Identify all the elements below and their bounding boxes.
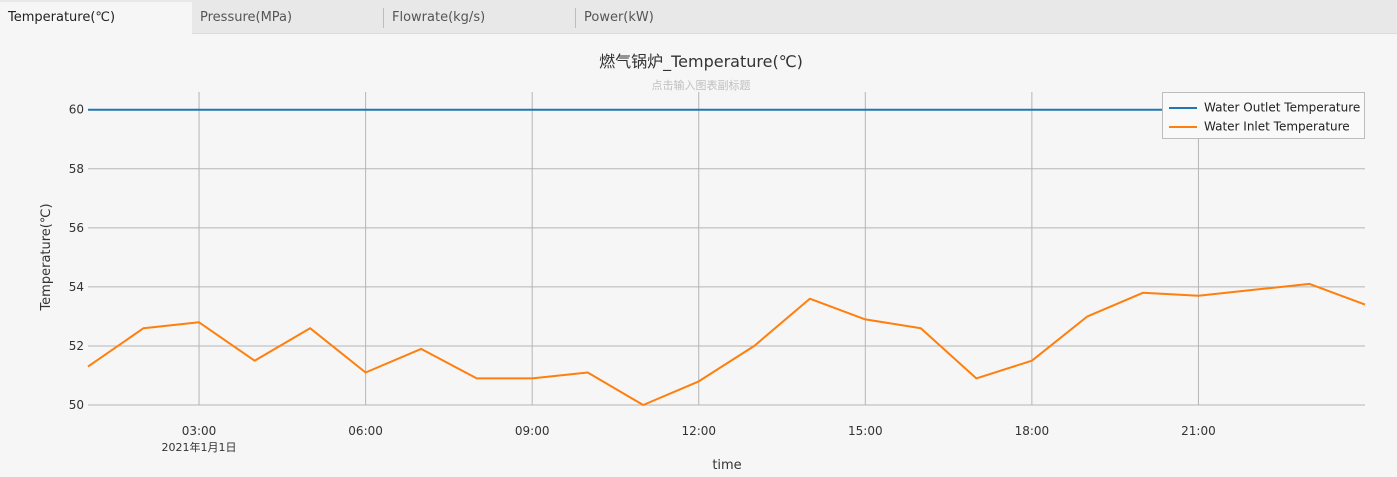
x-tick-label: 21:00 xyxy=(1181,424,1216,438)
chart-title: 燃气锅炉_Temperature(℃) xyxy=(599,52,803,72)
x-tick-label: 18:00 xyxy=(1015,424,1050,438)
legend-label-outlet: Water Outlet Temperature xyxy=(1204,100,1361,115)
x-tick-label: 12:00 xyxy=(681,424,716,438)
y-tick-label: 54 xyxy=(69,280,84,294)
legend-item-outlet[interactable]: Water Outlet Temperature xyxy=(1169,98,1360,116)
legend-label-inlet: Water Inlet Temperature xyxy=(1204,119,1350,134)
legend[interactable]: Water Outlet Temperature Water Inlet Tem… xyxy=(1162,92,1365,139)
tab-temperature[interactable]: Temperature(℃) xyxy=(0,2,192,35)
x-tick-label: 03:00 xyxy=(182,424,217,438)
y-tick-label: 52 xyxy=(69,339,84,353)
series-line-inlet[interactable] xyxy=(87,282,1366,406)
tab-separator xyxy=(575,8,576,28)
y-tick-label: 50 xyxy=(69,398,84,412)
tab-power[interactable]: Power(kW) xyxy=(584,10,654,25)
x-tick-label: 15:00 xyxy=(848,424,883,438)
legend-swatch-inlet xyxy=(1169,125,1197,128)
y-axis-ticks: 50 52 54 56 58 60 xyxy=(69,103,84,412)
x-tick-label: 06:00 xyxy=(348,424,383,438)
tab-pressure[interactable]: Pressure(MPa) xyxy=(200,10,293,25)
x-axis-label: time xyxy=(712,458,741,473)
tab-flowrate[interactable]: Flowrate(kg/s) xyxy=(392,10,486,25)
legend-swatch-outlet xyxy=(1169,106,1197,109)
tab-bar: Temperature(℃) Pressure(MPa) Flowrate(kg… xyxy=(0,0,1397,35)
chart-subtitle[interactable]: 点击输入图表副标题 xyxy=(652,78,751,92)
x-axis-ticks: 03:00 2021年1月1日 06:00 09:00 12:00 15:00 18:00 2… xyxy=(162,424,1216,454)
tab-separator xyxy=(383,8,384,28)
series-lines xyxy=(87,108,1366,406)
y-tick-label: 58 xyxy=(69,162,84,176)
x-tick-sublabel: 2021年1月1日 xyxy=(162,440,237,454)
legend-item-inlet[interactable]: Water Inlet Temperature xyxy=(1169,117,1350,135)
x-tick-label: 09:00 xyxy=(515,424,550,438)
y-tick-label: 60 xyxy=(69,103,84,117)
y-axis-label: Temperature(℃) xyxy=(39,203,54,311)
line-chart: 燃气锅炉_Temperature(℃) 点击输入图表副标题 50 52 54 56 58… xyxy=(39,52,1366,473)
y-tick-label: 56 xyxy=(69,221,84,235)
